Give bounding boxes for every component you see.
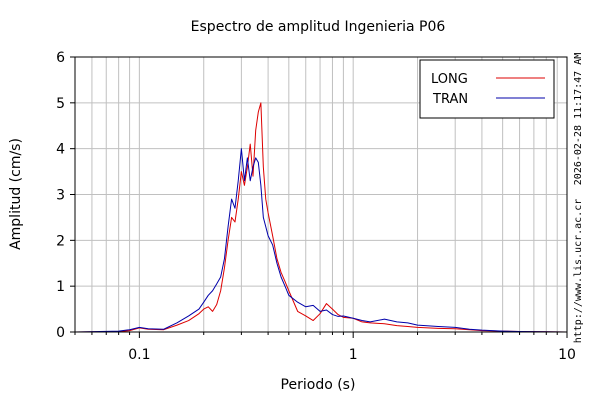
legend: LONG TRAN xyxy=(419,59,555,119)
x-tick-label: 1 xyxy=(349,347,358,363)
timestamp-label: 2026-02-28 11:17:47 AM xyxy=(573,53,584,185)
series-lines xyxy=(74,102,568,333)
y-tick-label: 0 xyxy=(56,325,65,341)
y-tick-label: 1 xyxy=(56,279,65,295)
y-tick-label: 2 xyxy=(56,233,65,249)
grid-lines xyxy=(75,57,567,332)
chart-title: Espectro de amplitud Ingenieria P06 xyxy=(191,19,446,35)
axis-ticks: 0 1 2 3 4 5 6 0.1 1 10 xyxy=(56,50,576,363)
y-tick-label: 5 xyxy=(56,96,65,112)
x-tick-label: 10 xyxy=(558,347,576,363)
legend-label-tran: TRAN xyxy=(432,92,468,107)
series-line-tran xyxy=(74,148,568,333)
y-tick-label: 6 xyxy=(56,50,65,66)
legend-box xyxy=(419,59,555,119)
legend-label-long: LONG xyxy=(431,72,468,87)
series-line-long xyxy=(74,102,568,333)
source-url-label: http://www.lis.ucr.ac.cr xyxy=(573,199,584,344)
x-tick-label: 0.1 xyxy=(128,347,150,363)
y-tick-label: 4 xyxy=(56,142,65,158)
y-tick-label: 3 xyxy=(56,188,65,204)
x-axis-label: Periodo (s) xyxy=(281,377,356,393)
y-axis-label: Amplitud (cm/s) xyxy=(8,138,24,250)
